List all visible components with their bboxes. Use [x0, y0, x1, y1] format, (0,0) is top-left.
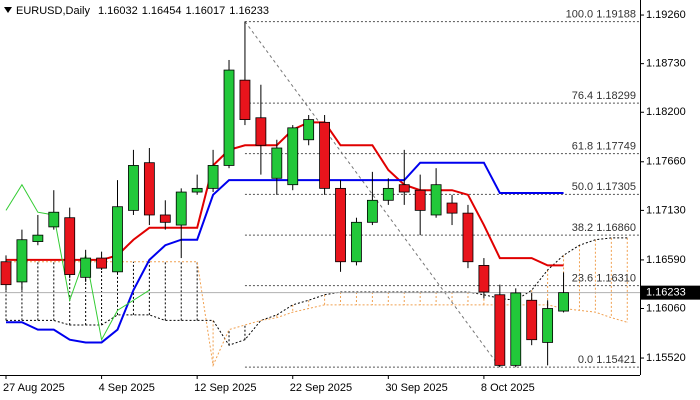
candle-body: [303, 119, 315, 141]
last-price-box: [641, 285, 700, 300]
cloud-span: [6, 237, 628, 346]
candle-body: [319, 121, 331, 189]
candle-body: [175, 191, 187, 226]
indicator-line: [6, 161, 564, 344]
y-tick-label: 1.17130: [646, 204, 686, 216]
candle-body: [510, 292, 522, 366]
low: 1.16017: [186, 5, 226, 17]
open: 1.16032: [98, 5, 138, 17]
symbol: EURUSD,Daily: [16, 5, 90, 17]
close: 1.16233: [229, 5, 269, 17]
y-tick-label: 1.19260: [646, 9, 686, 21]
candle-body: [128, 165, 139, 211]
last-price-label: 1.16233: [646, 287, 686, 299]
candle-body: [382, 187, 394, 201]
candle-body: [112, 206, 123, 273]
header: EURUSD,Daily 1.16032 1.16454 1.16017 1.16233: [16, 5, 269, 17]
candle-body: [0, 261, 12, 286]
fib-label: 100.0 1.19188: [566, 9, 636, 21]
candle-body: [494, 294, 506, 366]
high: 1.16454: [142, 5, 182, 17]
candle-body: [335, 187, 346, 263]
candle-body: [366, 199, 378, 223]
candle-body: [191, 187, 203, 193]
candle-body: [223, 69, 235, 166]
candle-body: [159, 214, 171, 223]
candle-body: [48, 211, 60, 228]
candle-body: [446, 202, 458, 214]
y-tick-label: 1.16590: [646, 254, 686, 266]
indicator-line: [5, 183, 150, 342]
candle-body: [32, 234, 44, 242]
fib-label: 76.4 1.18299: [572, 90, 636, 102]
candle-body: [414, 189, 426, 211]
candle-body: [351, 221, 362, 263]
candle-body: [526, 299, 538, 341]
candle-body: [430, 184, 442, 216]
candle-body: [207, 165, 219, 189]
candle-body: [287, 127, 299, 186]
candle-body: [558, 292, 569, 312]
x-tick-label: 8 Oct 2025: [481, 382, 535, 394]
candle-body: [239, 79, 251, 120]
candle-body: [398, 184, 410, 193]
candle-body: [96, 257, 107, 269]
candle-body: [478, 265, 490, 293]
candle-body: [462, 212, 474, 263]
cloud-span: [6, 261, 628, 368]
x-tick-label: 22 Sep 2025: [290, 382, 352, 394]
y-tick-label: 1.15520: [646, 352, 686, 364]
y-tick-label: 1.18200: [646, 106, 686, 118]
fib-label: 38.2 1.16860: [572, 222, 636, 234]
fib-label: 61.8 1.17749: [572, 141, 636, 153]
candle-body: [80, 257, 92, 278]
x-tick-label: 4 Sep 2025: [99, 382, 155, 394]
candle-body: [143, 162, 155, 216]
y-tick-label: 1.17660: [646, 156, 686, 168]
y-tick-label: 1.16060: [646, 302, 686, 314]
x-tick-label: 30 Sep 2025: [385, 382, 447, 394]
y-tick-label: 1.18730: [646, 58, 686, 70]
candle-body: [255, 117, 267, 146]
fib-label: 50.0 1.17305: [572, 181, 636, 193]
x-tick-label: 27 Aug 2025: [3, 382, 65, 394]
fib-label: 0.0 1.15421: [578, 354, 636, 366]
candle-body: [542, 308, 554, 343]
fib-label: 23.6 1.16310: [572, 272, 636, 284]
candle-body: [64, 217, 76, 275]
x-tick-label: 12 Sep 2025: [194, 382, 256, 394]
plot: 100.0 1.19188 76.4 1.18299 61.8 1.17749 50.…: [0, 9, 640, 368]
candle-body: [271, 147, 283, 179]
collapse-icon[interactable]: [4, 7, 12, 13]
candle-body: [16, 239, 28, 283]
